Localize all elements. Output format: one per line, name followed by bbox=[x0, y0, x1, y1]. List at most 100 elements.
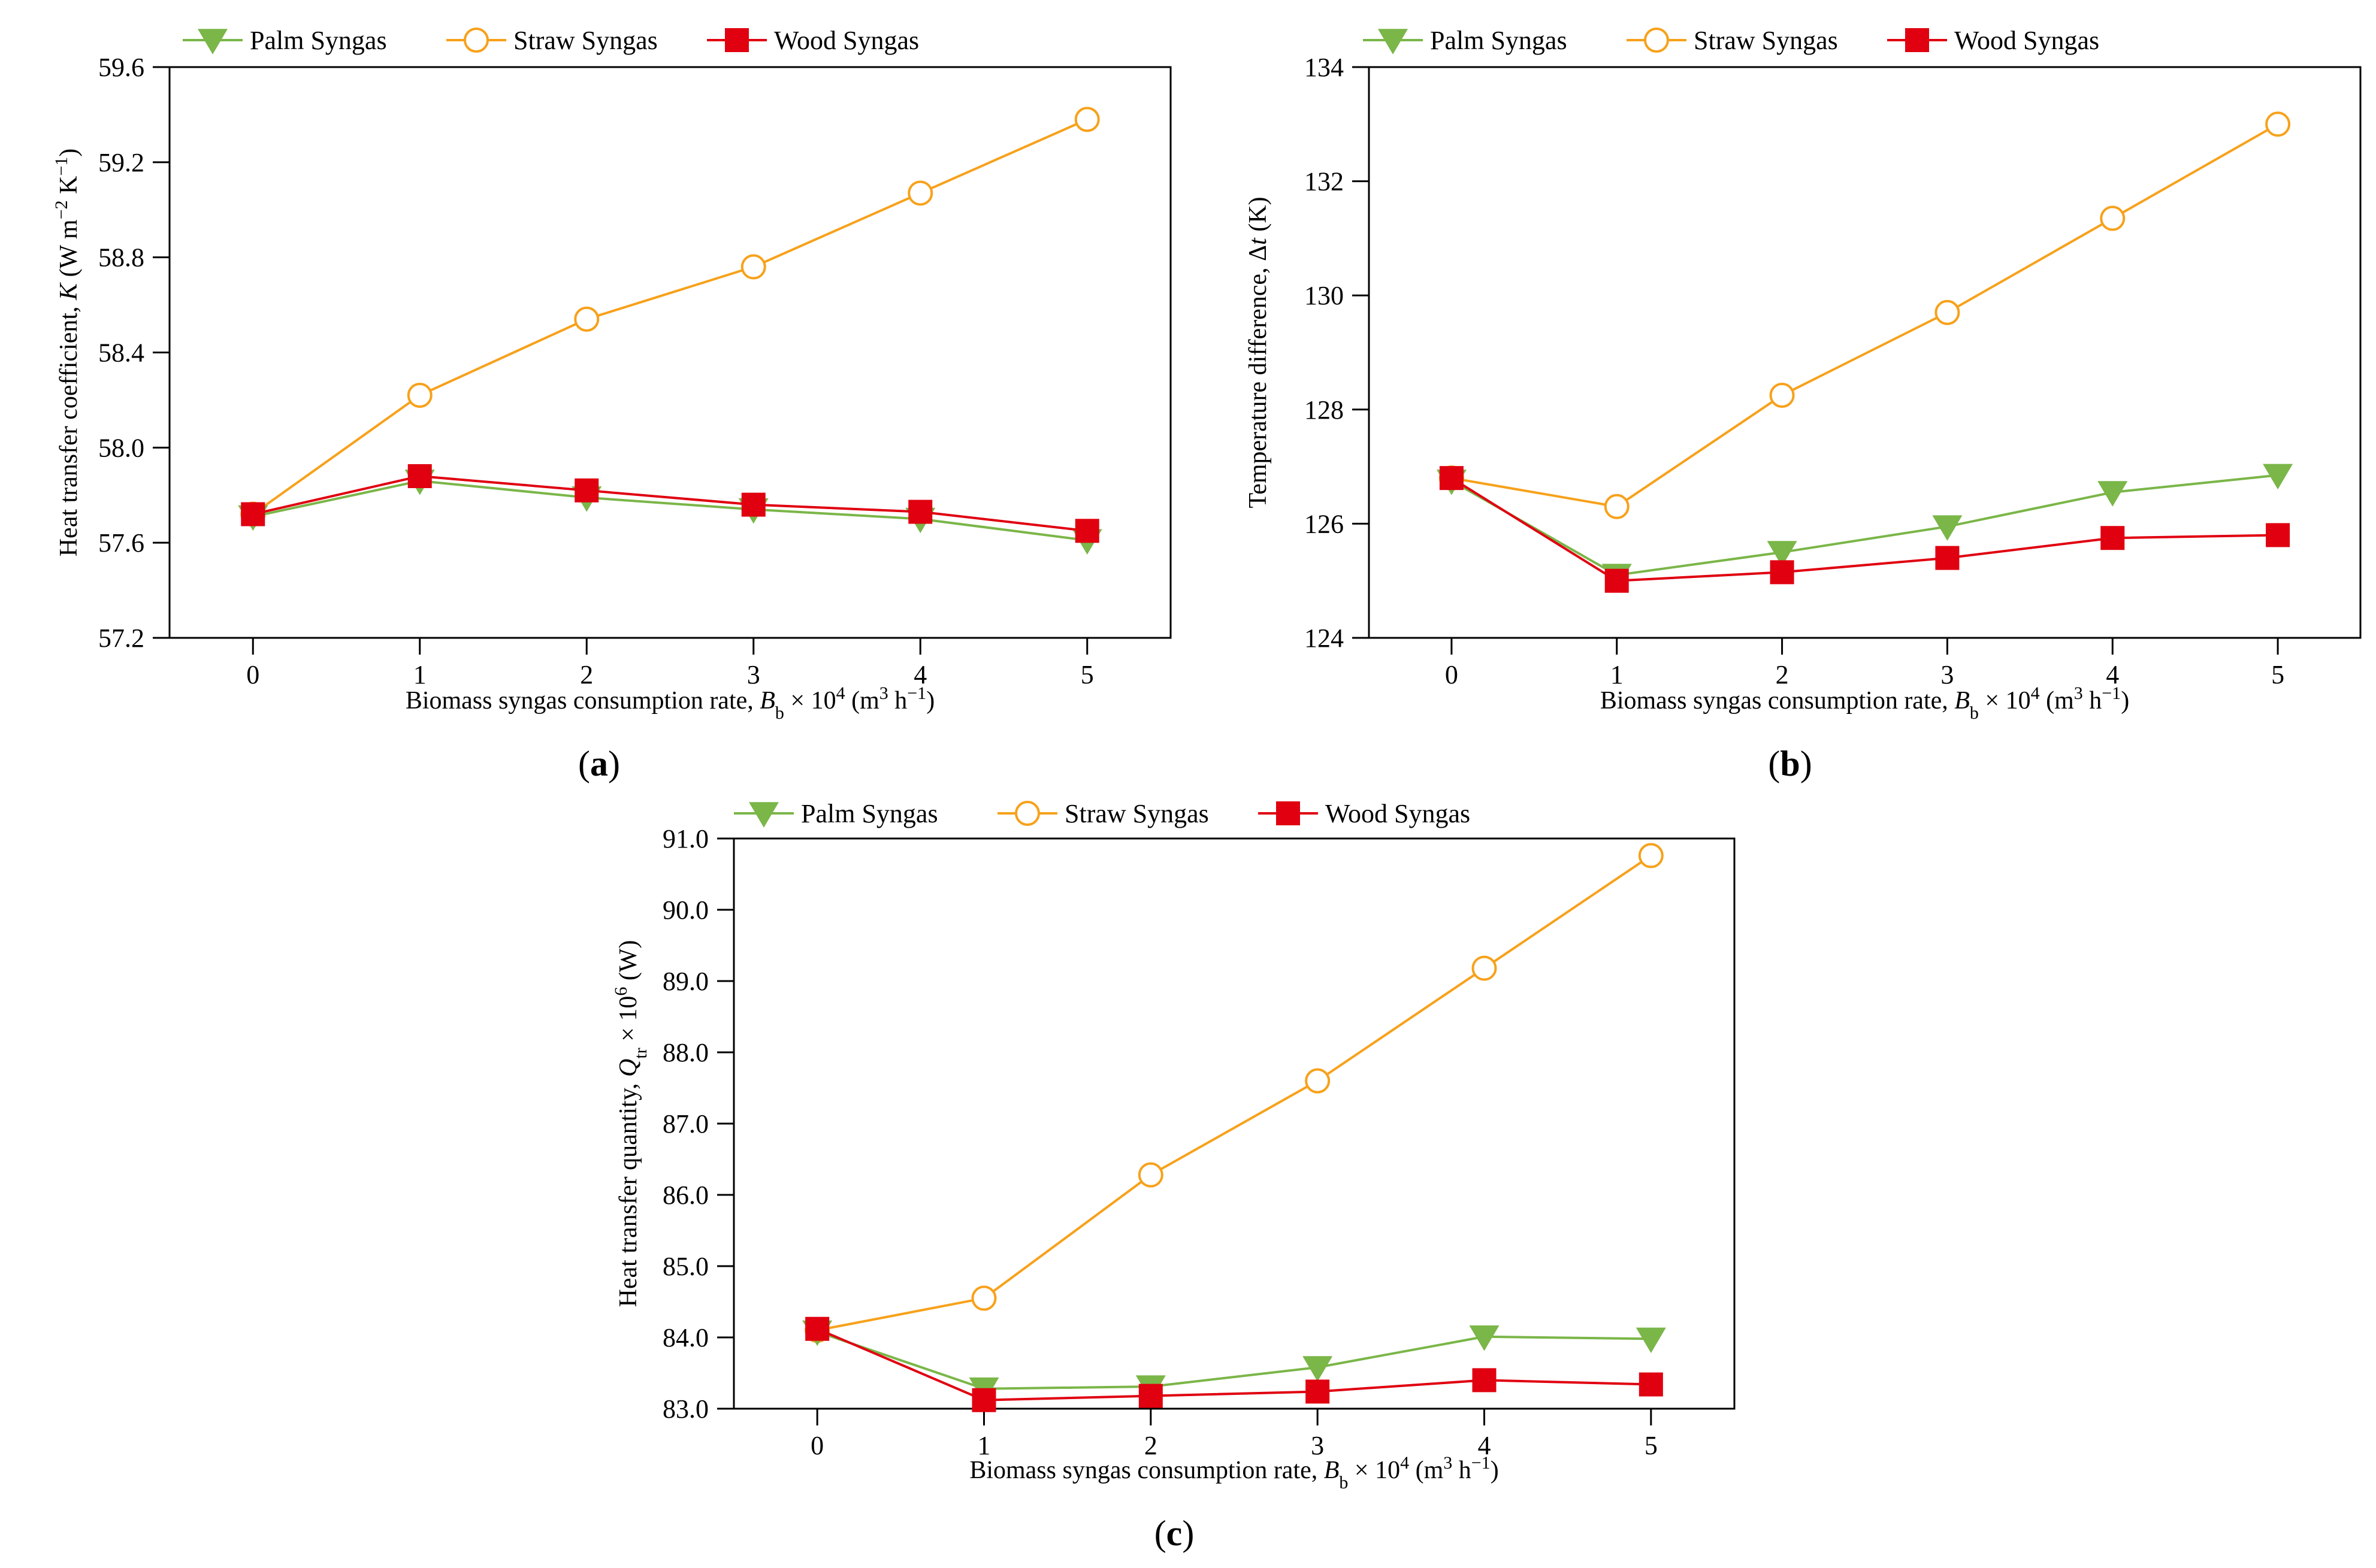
x-tick-label: 2 bbox=[1144, 1431, 1157, 1460]
y-tick-label: 128 bbox=[1304, 395, 1344, 425]
y-tick-label: 86.0 bbox=[663, 1180, 709, 1210]
y-tick-label: 58.4 bbox=[98, 338, 144, 368]
legend-label: Palm Syngas bbox=[1430, 26, 1567, 55]
y-tick-label: 85.0 bbox=[663, 1252, 709, 1281]
point-straw-syngas bbox=[908, 180, 933, 206]
series-line-wood-syngas bbox=[252, 474, 1087, 532]
point-straw-syngas bbox=[407, 382, 433, 408]
series-line-palm-syngas bbox=[817, 1330, 1651, 1390]
legend-marker bbox=[749, 802, 779, 828]
legend-label: Wood Syngas bbox=[774, 26, 919, 55]
point-wood-syngas bbox=[407, 464, 432, 488]
legend-marker bbox=[1644, 28, 1669, 53]
chart-panel-b: 124 126 128 130 132 134 0 1 2 3 4 5 Palm Syngas Straw… bbox=[1244, 26, 2362, 783]
point-wood-syngas bbox=[1472, 1368, 1497, 1393]
point-wood-syngas bbox=[2266, 523, 2290, 547]
point-palm-syngas bbox=[1469, 1325, 1500, 1351]
y-tick-label: 130 bbox=[1304, 281, 1344, 310]
y-tick-label: 58.0 bbox=[98, 433, 144, 462]
y-tick-label: 87.0 bbox=[663, 1109, 709, 1139]
plot-frame bbox=[168, 66, 1172, 639]
legend-label: Palm Syngas bbox=[801, 799, 938, 828]
point-wood-syngas bbox=[575, 478, 599, 503]
point-palm-syngas bbox=[1636, 1327, 1666, 1354]
point-straw-syngas bbox=[1305, 1068, 1331, 1094]
point-wood-syngas bbox=[908, 500, 933, 524]
legend-marker bbox=[1378, 29, 1408, 55]
point-straw-syngas bbox=[2265, 111, 2291, 137]
point-palm-syngas bbox=[2263, 464, 2293, 490]
x-tick-label: 4 bbox=[914, 660, 927, 689]
point-palm-syngas bbox=[2097, 481, 2128, 507]
y-tick-label: 124 bbox=[1304, 623, 1344, 653]
y-tick-label: 91.0 bbox=[663, 824, 709, 853]
x-tick-label: 3 bbox=[1940, 660, 1954, 689]
point-wood-syngas bbox=[241, 502, 265, 526]
chart-panel-a: 57.2 57.6 58.0 58.4 58.8 59.2 59.6 0 1 2 3 4 5 Palm S… bbox=[52, 26, 1172, 783]
x-tick-label: 1 bbox=[413, 660, 427, 689]
x-axis-label: Biomass syngas consumption rate, Bb × 10… bbox=[969, 1453, 1498, 1493]
y-tick-label: 126 bbox=[1304, 509, 1344, 538]
x-tick-label: 1 bbox=[978, 1431, 991, 1460]
legend-label: Straw Syngas bbox=[513, 26, 658, 55]
x-tick-label: 2 bbox=[1776, 660, 1789, 689]
y-tick-label: 57.6 bbox=[98, 528, 144, 558]
panel-caption: (c) bbox=[1154, 1513, 1195, 1553]
series-line-palm-syngas bbox=[1450, 474, 2278, 577]
series-line-wood-syngas bbox=[1450, 477, 2278, 582]
point-wood-syngas bbox=[1439, 466, 1464, 491]
x-tick-label: 4 bbox=[1478, 1431, 1491, 1460]
point-palm-syngas bbox=[1302, 1356, 1333, 1382]
legend: Palm Syngas Straw Syngas Wood Syngas bbox=[183, 26, 919, 55]
y-axis-label: Heat transfer quantity, Qtr × 106 (W) bbox=[611, 940, 651, 1307]
point-wood-syngas bbox=[2100, 526, 2125, 550]
x-tick-label: 3 bbox=[1311, 1431, 1324, 1460]
series-line-straw-syngas bbox=[252, 118, 1088, 516]
point-wood-syngas bbox=[741, 492, 766, 517]
y-axis-label: Heat transfer coefficient, K (W m−2 K−1) bbox=[52, 149, 83, 557]
point-straw-syngas bbox=[1604, 494, 1630, 519]
x-tick-label: 0 bbox=[811, 1431, 824, 1460]
point-palm-syngas bbox=[1767, 541, 1797, 567]
legend-label: Palm Syngas bbox=[250, 26, 387, 55]
point-wood-syngas bbox=[1639, 1372, 1663, 1397]
panel-caption: (b) bbox=[1768, 744, 1812, 783]
point-straw-syngas bbox=[574, 306, 600, 332]
legend-marker bbox=[1015, 801, 1040, 826]
point-straw-syngas bbox=[740, 254, 766, 280]
x-tick-label: 0 bbox=[246, 660, 259, 689]
x-tick-label: 4 bbox=[2106, 660, 2119, 689]
legend-label: Wood Syngas bbox=[1325, 799, 1470, 828]
legend: Palm Syngas Straw Syngas Wood Syngas bbox=[734, 799, 1470, 828]
point-wood-syngas bbox=[1935, 546, 1960, 570]
y-tick-label: 90.0 bbox=[663, 895, 709, 925]
point-straw-syngas bbox=[971, 1285, 997, 1311]
x-tick-label: 5 bbox=[1081, 660, 1094, 689]
panel-caption: (a) bbox=[578, 744, 620, 783]
y-tick-label: 59.2 bbox=[98, 148, 144, 177]
legend-marker bbox=[464, 28, 489, 53]
x-tick-label: 3 bbox=[747, 660, 760, 689]
series-line-straw-syngas bbox=[1451, 123, 2279, 508]
legend-marker bbox=[198, 29, 228, 55]
legend-marker bbox=[1276, 801, 1300, 825]
x-tick-label: 0 bbox=[1445, 660, 1458, 689]
series-line-wood-syngas bbox=[817, 1327, 1651, 1401]
y-tick-label: 84.0 bbox=[663, 1323, 709, 1352]
y-tick-label: 132 bbox=[1304, 167, 1344, 196]
legend-label: Straw Syngas bbox=[1694, 26, 1838, 55]
point-straw-syngas bbox=[1934, 299, 1960, 325]
y-tick-label: 88.0 bbox=[663, 1038, 709, 1067]
legend-marker bbox=[1905, 28, 1929, 52]
point-wood-syngas bbox=[805, 1316, 830, 1341]
legend-label: Wood Syngas bbox=[1954, 26, 2099, 55]
legend-label: Straw Syngas bbox=[1065, 799, 1209, 828]
point-wood-syngas bbox=[1770, 560, 1794, 585]
plot-frame bbox=[733, 837, 1736, 1410]
y-tick-label: 59.6 bbox=[98, 53, 144, 82]
chart-panel-c: 83.0 84.0 85.0 86.0 87.0 88.0 89.0 90.0 91.0 0 1 2 3… bbox=[611, 799, 1736, 1553]
point-straw-syngas bbox=[2100, 205, 2126, 231]
point-wood-syngas bbox=[1075, 519, 1099, 543]
point-wood-syngas bbox=[1604, 568, 1629, 593]
